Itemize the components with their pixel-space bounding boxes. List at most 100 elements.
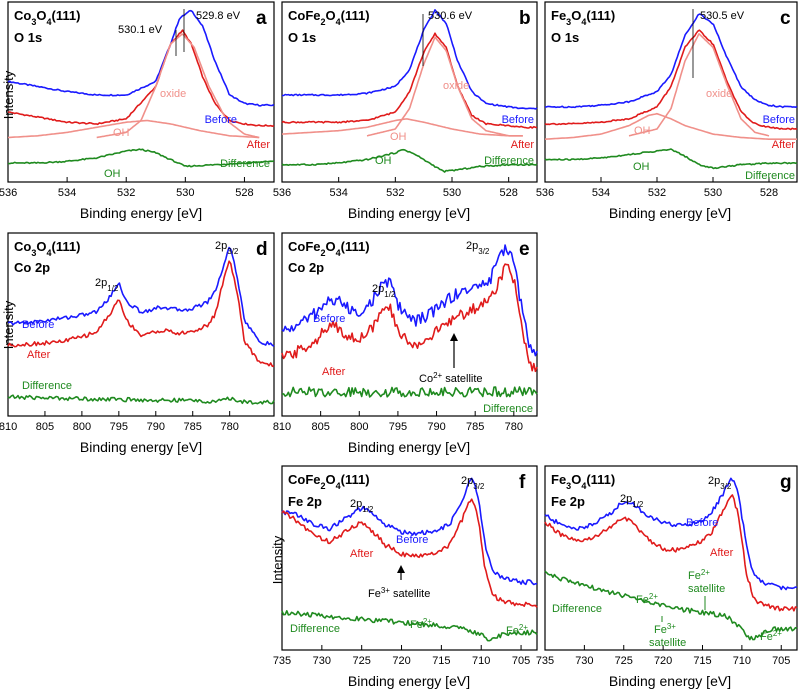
- annotation-fe3-satellite-word-g: satellite: [649, 637, 686, 649]
- series-f-difference: [281, 609, 538, 642]
- series-d-difference: [7, 394, 275, 405]
- panel-g-title: Fe3O4(111) Fe 2p g: [551, 472, 792, 509]
- series-b-after: [281, 32, 538, 129]
- xtick-label-c-3: 530: [704, 187, 722, 199]
- legend-difference-c: Difference: [745, 170, 795, 182]
- annotation-fe2-f2: Fe2+: [506, 623, 528, 638]
- panel-d-frame: [7, 232, 275, 417]
- xtick-label-e-4: 790: [427, 421, 445, 433]
- fit-oxide-b: oxide: [443, 80, 469, 92]
- xtick-label-f-3: 720: [392, 655, 410, 667]
- panel-f-title: CoFe2O4(111) Fe 2p f: [288, 472, 526, 509]
- peak-label-2p32-e: 2p3/2: [466, 240, 490, 256]
- legend-before-f: Before: [396, 534, 428, 546]
- panel-a-title: Co3O4(111) O 1s a: [14, 8, 267, 45]
- legend-difference-a: Difference: [220, 158, 270, 170]
- annotation-fe2-satellite-word-g: satellite: [688, 583, 725, 595]
- svg-text:Co3O4(111): Co3O4(111): [14, 239, 80, 258]
- series-d-after: [7, 260, 275, 368]
- panel-f-labels: 2p1/2 2p3/2 Before After Difference Fe3+…: [290, 475, 528, 637]
- xtick-label-d-4: 790: [147, 421, 165, 433]
- xtick-label-f-2: 725: [353, 655, 371, 667]
- legend-after-f: After: [350, 548, 374, 560]
- panel-letter-c: c: [780, 8, 791, 29]
- fit-oh-b: OH: [390, 131, 407, 143]
- panel-c-frame: [544, 1, 798, 183]
- panel-e-title: CoFe2O4(111) Co 2p e: [288, 239, 530, 275]
- series-a-after: [7, 29, 275, 127]
- legend-difference-e: Difference: [483, 403, 533, 415]
- panel-a-frame: [7, 1, 275, 183]
- fit-oxide-a: oxide: [160, 88, 186, 100]
- peak-label-2p32-f: 2p3/2: [461, 475, 485, 491]
- xtick-label-b-0: 536: [273, 187, 291, 199]
- xtick-label-c-1: 534: [592, 187, 610, 199]
- legend-before-c: Before: [763, 114, 795, 126]
- xtick-label-a-1: 534: [58, 187, 76, 199]
- panel-e-series: 810 805 800 795 790 785 780: [273, 244, 538, 433]
- peak-label-529-8: 529.8 eV: [196, 10, 241, 22]
- panel-e-frame: [281, 232, 538, 417]
- arrowhead-fe3-satellite: [397, 565, 405, 573]
- svg-text:Fe 2p: Fe 2p: [551, 494, 585, 509]
- xtick-label-g-3: 720: [654, 655, 672, 667]
- legend-before-b: Before: [502, 114, 534, 126]
- xtick-label-d-6: 780: [220, 421, 238, 433]
- xtick-label-e-0: 810: [273, 421, 291, 433]
- svg-text:CoFe2O4(111): CoFe2O4(111): [288, 239, 370, 258]
- panel-c-title: Fe3O4(111) O 1s c: [551, 8, 791, 45]
- panel-a-labels: 530.1 eV 529.8 eV Before After Differenc…: [104, 10, 270, 180]
- fit-oh-a: OH: [113, 127, 130, 139]
- legend-after-e: After: [322, 366, 346, 378]
- series-c-after: [544, 29, 798, 131]
- diff-oh-a: OH: [104, 168, 121, 180]
- series-b-difference: [281, 148, 538, 173]
- svg-text:CoFe2O4(111): CoFe2O4(111): [288, 472, 370, 491]
- xlabel-e: Binding energy [eV]: [348, 439, 470, 455]
- legend-after-c: After: [772, 139, 796, 151]
- panel-letter-a: a: [256, 8, 267, 29]
- xlabel-d: Binding energy [eV]: [80, 439, 202, 455]
- legend-before-e: Before: [313, 313, 345, 325]
- series-a-difference: [8, 148, 275, 168]
- series-b-before: [282, 9, 538, 110]
- legend-difference-f: Difference: [290, 623, 340, 635]
- series-g-after: [544, 494, 798, 612]
- legend-difference-b: Difference: [484, 155, 534, 167]
- annotation-co2-satellite: Co2+ satellite: [419, 371, 483, 386]
- xtick-label-a-4: 528: [235, 187, 253, 199]
- panel-g-frame: [544, 465, 798, 651]
- legend-before-g: Before: [686, 517, 718, 529]
- xlabel-c: Binding energy [eV]: [609, 205, 731, 221]
- legend-difference-g: Difference: [552, 603, 602, 615]
- xtick-label-f-0: 735: [273, 655, 291, 667]
- series-c-before: [545, 13, 798, 109]
- annotation-fe2-f1: Fe2+: [410, 617, 432, 632]
- panel-c-labels: 530.5 eV Before After Difference oxide O…: [633, 10, 795, 182]
- series-a-before: [7, 9, 275, 107]
- svg-text:O 1s: O 1s: [288, 30, 316, 45]
- legend-after-d: After: [27, 349, 51, 361]
- legend-after-g: After: [710, 547, 734, 559]
- series-a-oxide: [96, 33, 260, 139]
- series-c-oxide: [628, 32, 770, 137]
- panel-f-series: 735 730 725 720 715 710 705: [273, 477, 538, 667]
- series-c-oh: [544, 112, 797, 140]
- peak-label-2p12-f: 2p1/2: [350, 498, 374, 514]
- series-g-difference: [544, 570, 798, 641]
- xtick-label-a-0: 536: [0, 187, 17, 199]
- svg-text:Co 2p: Co 2p: [288, 260, 324, 275]
- xtick-label-f-5: 710: [472, 655, 490, 667]
- panel-e-labels: 2p1/2 2p3/2 Before After Difference Co2+…: [313, 240, 533, 415]
- xtick-label-d-3: 795: [110, 421, 128, 433]
- series-e-after: [281, 263, 538, 373]
- legend-difference-d: Difference: [22, 380, 72, 392]
- xtick-label-c-4: 528: [760, 187, 778, 199]
- annotation-fe2-satellite-g: Fe2+: [688, 568, 710, 583]
- fit-oh-c: OH: [634, 125, 651, 137]
- panel-d-labels: 2p1/2 2p3/2 Before After Difference: [22, 240, 239, 392]
- peak-label-2p32-g: 2p3/2: [708, 475, 732, 491]
- xtick-label-c-0: 536: [536, 187, 554, 199]
- series-b-oxide: [366, 36, 523, 137]
